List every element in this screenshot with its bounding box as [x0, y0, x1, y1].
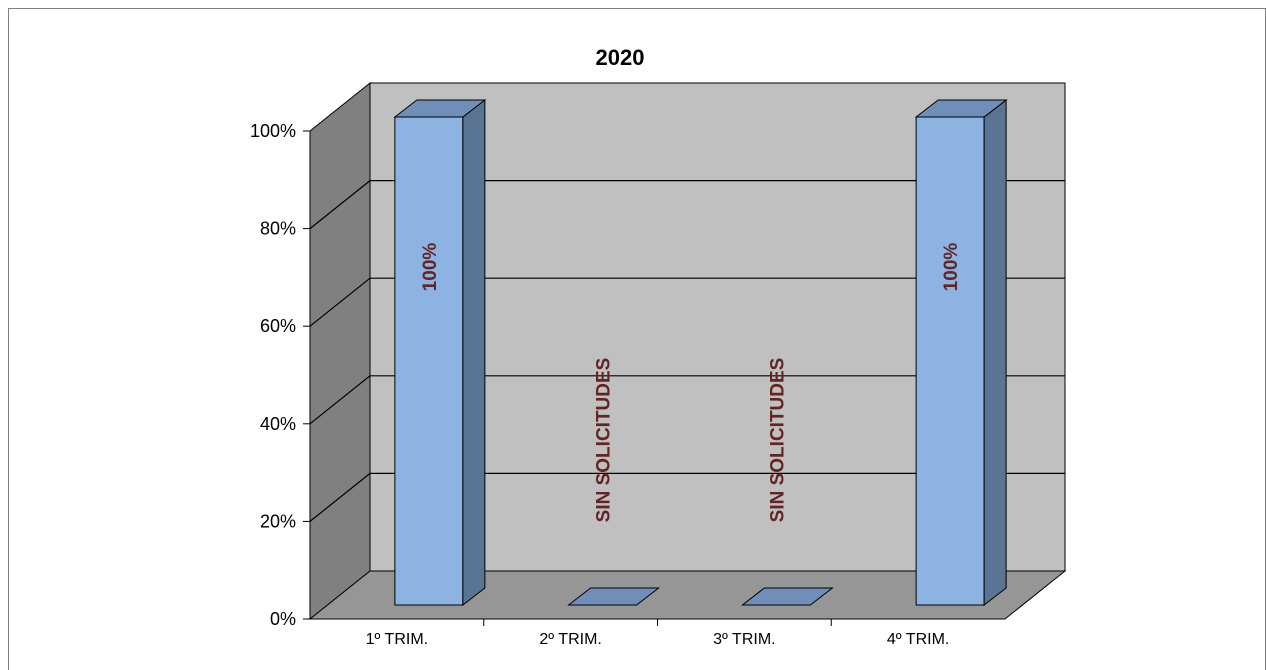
chart-title: 2020: [596, 45, 645, 70]
y-tick-label: 0%: [270, 609, 296, 629]
data-label: SIN SOLICITUDES: [767, 358, 788, 523]
bar-top: [567, 587, 661, 606]
bar: [914, 98, 1008, 607]
y-tick-label: 40%: [260, 414, 296, 434]
y-tick-label: 20%: [260, 511, 296, 531]
x-tick-label: 2º TRIM.: [539, 631, 601, 648]
bar-front: [915, 116, 985, 606]
bar: [393, 98, 487, 607]
bar-top: [914, 99, 1008, 118]
y-tick-label: 100%: [250, 121, 296, 141]
bar-front: [394, 116, 464, 606]
data-label: 100%: [420, 243, 441, 292]
data-label: SIN SOLICITUDES: [594, 358, 615, 523]
bar-side: [462, 98, 486, 607]
bar-top: [393, 99, 487, 118]
y-tick-label: 80%: [260, 219, 296, 239]
bar: [740, 587, 834, 606]
gridline: [309, 375, 1065, 425]
x-tick-label: 1º TRIM.: [366, 631, 428, 648]
data-label: 100%: [941, 243, 962, 292]
x-tick-label: 4º TRIM.: [887, 631, 949, 648]
gridline: [309, 277, 1065, 327]
bar: [567, 587, 661, 606]
bar-top: [740, 587, 834, 606]
gridline: [309, 472, 1065, 522]
side-wall: [309, 81, 371, 621]
gridline: [309, 180, 1065, 230]
bar-side: [983, 98, 1007, 607]
y-tick-label: 60%: [260, 316, 296, 336]
x-tick-label: 3º TRIM.: [713, 631, 775, 648]
